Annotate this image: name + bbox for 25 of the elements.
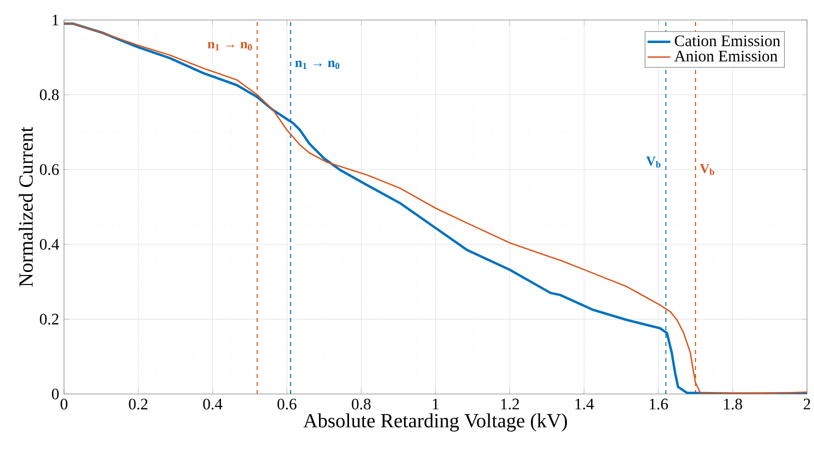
y-tick-label: 0.2 — [40, 314, 58, 325]
x-tick-label: 1.6 — [650, 398, 668, 410]
x-tick-label: 1.4 — [576, 398, 594, 410]
y-tick-label: 0.8 — [40, 89, 59, 100]
legend-label: Cation Emission — [674, 35, 780, 46]
ref-line-label: V$_{b}$ — [700, 164, 714, 175]
x-axis-title: Absolute Retarding Voltage (kV) — [303, 413, 567, 432]
y-axis-title: Normalized Current — [18, 126, 33, 287]
x-tick-label: 1 — [432, 398, 439, 410]
y-tick-label: 0.4 — [40, 238, 60, 250]
x-tick-label: 1.8 — [724, 398, 742, 410]
x-tick-label: 1.2 — [501, 398, 519, 410]
x-tick-label: 0.6 — [278, 398, 296, 410]
x-tick-label: 0 — [60, 398, 68, 410]
x-tick-label: 0.2 — [128, 398, 148, 410]
x-tick-label: 0.8 — [352, 398, 371, 410]
legend-label: Anion Emission — [674, 50, 778, 62]
y-tick-label: 1 — [52, 14, 58, 26]
ref-line-label: n$_{1}$ → n$_{0}$ — [295, 60, 340, 70]
y-tick-label: 0 — [52, 388, 59, 400]
ref-line-label: V$_{b}$ — [646, 156, 661, 168]
y-tick-label: 0.6 — [40, 164, 59, 176]
ref-line-label: n$_{1}$ → n$_{0}$ — [208, 42, 252, 50]
x-tick-label: 0.4 — [203, 398, 222, 410]
x-tick-label: 2 — [804, 398, 810, 410]
